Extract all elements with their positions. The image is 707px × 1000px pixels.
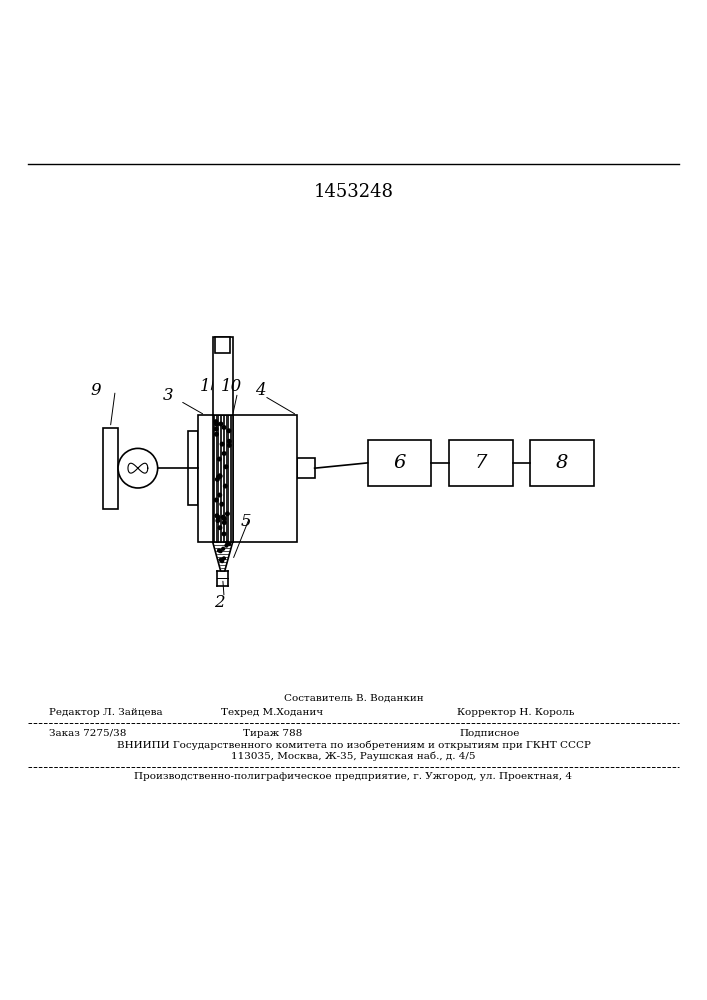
Bar bbox=[297, 458, 315, 478]
Circle shape bbox=[227, 429, 230, 433]
Circle shape bbox=[228, 444, 231, 447]
Circle shape bbox=[215, 514, 218, 518]
Circle shape bbox=[218, 475, 222, 478]
Text: 2: 2 bbox=[214, 594, 225, 611]
Circle shape bbox=[221, 442, 224, 446]
Circle shape bbox=[214, 420, 218, 423]
Text: 1453248: 1453248 bbox=[313, 183, 394, 201]
Bar bbox=[103, 428, 118, 509]
Text: Тираж 788: Тираж 788 bbox=[243, 729, 302, 738]
Text: 8: 8 bbox=[556, 454, 568, 472]
Circle shape bbox=[219, 422, 223, 426]
Text: 4: 4 bbox=[255, 382, 266, 399]
Circle shape bbox=[225, 544, 228, 547]
Bar bbox=[198, 415, 297, 542]
Circle shape bbox=[221, 515, 225, 519]
Circle shape bbox=[218, 549, 221, 552]
Circle shape bbox=[223, 557, 226, 560]
Circle shape bbox=[222, 547, 225, 550]
Text: Производственно-полиграфическое предприятие, г. Ужгород, ул. Проектная, 4: Производственно-полиграфическое предприя… bbox=[134, 772, 573, 781]
Bar bbox=[449, 440, 513, 486]
Text: 113035, Москва, Ж-35, Раушская наб., д. 4/5: 113035, Москва, Ж-35, Раушская наб., д. … bbox=[231, 752, 476, 761]
Text: Редактор Л. Зайцева: Редактор Л. Зайцева bbox=[49, 708, 163, 717]
Circle shape bbox=[219, 550, 222, 553]
Circle shape bbox=[118, 448, 158, 488]
Circle shape bbox=[216, 519, 220, 522]
Circle shape bbox=[216, 478, 219, 481]
Text: ВНИИПИ Государственного комитета по изобретениям и открытиям при ГКНТ СССР: ВНИИПИ Государственного комитета по изоб… bbox=[117, 741, 590, 750]
Circle shape bbox=[214, 498, 218, 502]
Circle shape bbox=[218, 526, 222, 529]
Circle shape bbox=[218, 474, 222, 478]
Bar bbox=[368, 440, 431, 486]
Text: Техред М.Ходанич: Техред М.Ходанич bbox=[221, 708, 323, 717]
Circle shape bbox=[218, 493, 221, 497]
Circle shape bbox=[214, 427, 218, 431]
Circle shape bbox=[222, 426, 226, 429]
Circle shape bbox=[218, 457, 221, 461]
Circle shape bbox=[228, 543, 230, 546]
Circle shape bbox=[228, 440, 231, 443]
Text: Корректор Н. Король: Корректор Н. Король bbox=[457, 708, 575, 717]
Text: 1: 1 bbox=[199, 378, 211, 395]
Text: 6: 6 bbox=[393, 454, 406, 472]
Text: Составитель В. Воданкин: Составитель В. Воданкин bbox=[284, 693, 423, 702]
Bar bbox=[188, 431, 198, 505]
Circle shape bbox=[223, 521, 226, 524]
Bar bbox=[215, 337, 230, 353]
Circle shape bbox=[224, 465, 228, 469]
Text: Заказ 7275/38: Заказ 7275/38 bbox=[49, 729, 127, 738]
Circle shape bbox=[223, 517, 226, 521]
Circle shape bbox=[222, 532, 226, 536]
Text: 5: 5 bbox=[240, 513, 252, 530]
Text: Подписное: Подписное bbox=[460, 729, 520, 738]
Circle shape bbox=[216, 475, 220, 479]
Circle shape bbox=[216, 516, 220, 519]
Circle shape bbox=[226, 541, 228, 544]
Text: 7: 7 bbox=[474, 454, 487, 472]
Circle shape bbox=[220, 558, 223, 561]
Circle shape bbox=[215, 432, 218, 436]
Text: 10: 10 bbox=[221, 378, 242, 395]
Circle shape bbox=[219, 558, 222, 561]
Bar bbox=[213, 337, 233, 415]
Circle shape bbox=[223, 484, 227, 488]
Circle shape bbox=[226, 512, 229, 516]
Circle shape bbox=[215, 422, 218, 426]
Circle shape bbox=[221, 560, 223, 563]
Circle shape bbox=[220, 502, 223, 506]
Circle shape bbox=[223, 452, 226, 455]
Bar bbox=[530, 440, 594, 486]
Text: 9: 9 bbox=[90, 382, 101, 399]
Text: 3: 3 bbox=[163, 387, 174, 404]
